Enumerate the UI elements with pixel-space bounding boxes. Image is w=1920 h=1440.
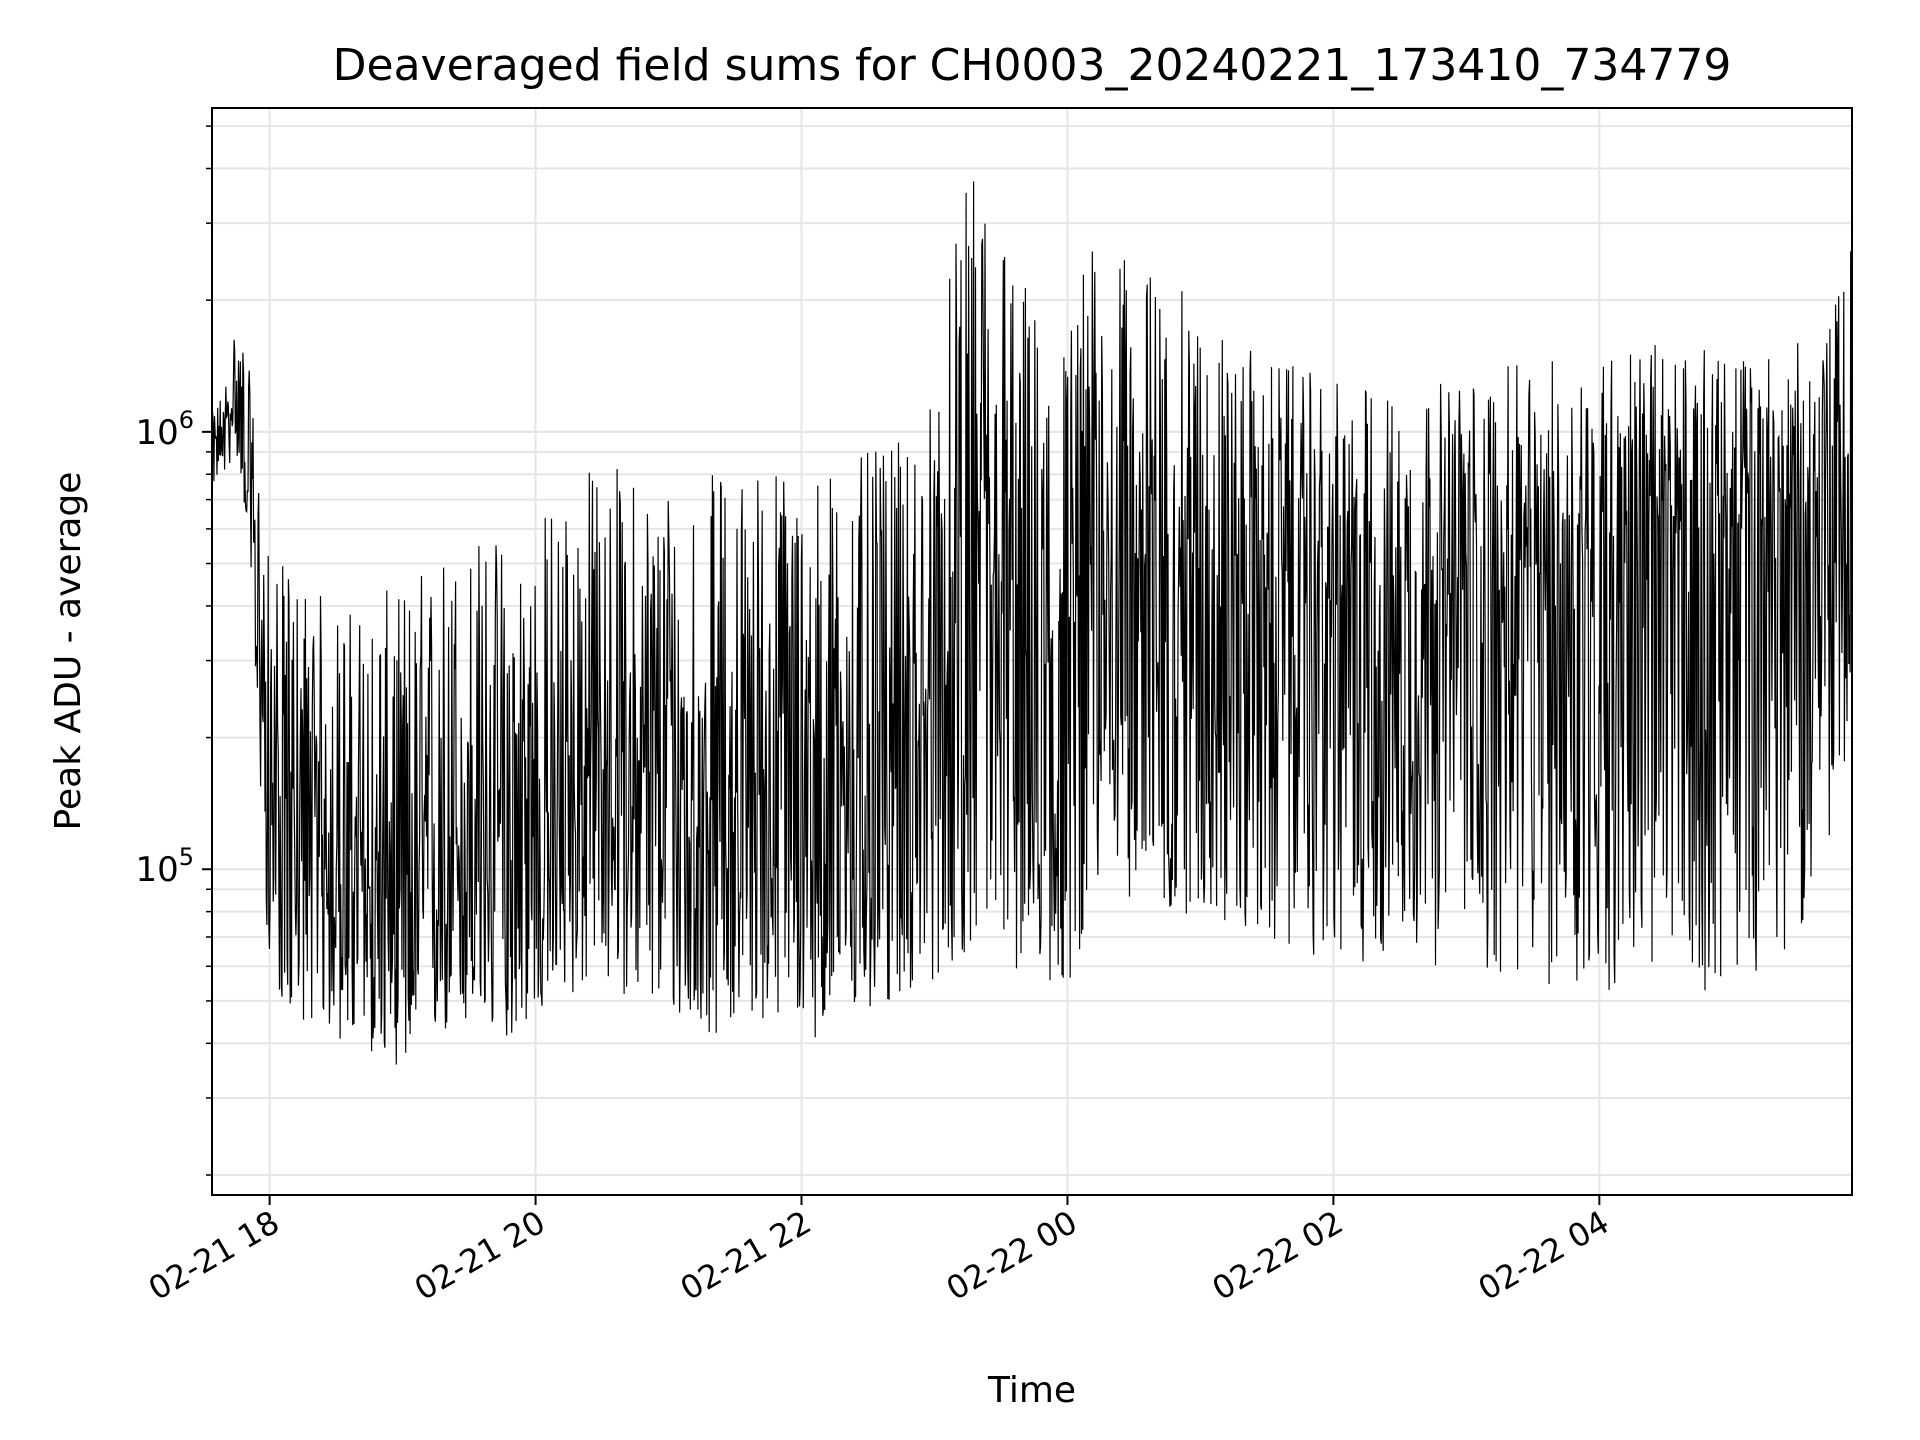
y-tick-label-base: 10: [135, 413, 178, 453]
x-axis-label: Time: [987, 1370, 1076, 1411]
x-tick-label: 02-22 04: [1472, 1203, 1616, 1308]
x-tick-label: 02-21 20: [408, 1203, 552, 1308]
series-layer: [212, 181, 1852, 1065]
x-tick-label: 02-21 18: [142, 1203, 286, 1308]
y-tick-label-base: 10: [135, 850, 178, 890]
x-tick-label: 02-21 22: [674, 1203, 818, 1308]
y-axis-label: Peak ADU - average: [48, 472, 89, 831]
x-tick-label: 02-22 02: [1206, 1203, 1350, 1308]
series-line: [212, 181, 1852, 1065]
y-tick-label: 105: [135, 843, 194, 890]
y-tick-label: 106: [135, 406, 194, 453]
y-tick-label-exponent: 5: [179, 843, 194, 871]
y-tick-label-exponent: 6: [179, 406, 194, 434]
chart-title: Deaveraged field sums for CH0003_2024022…: [333, 40, 1732, 91]
axes-frame: [211, 107, 1853, 1196]
x-tick-label: 02-22 00: [940, 1203, 1084, 1308]
